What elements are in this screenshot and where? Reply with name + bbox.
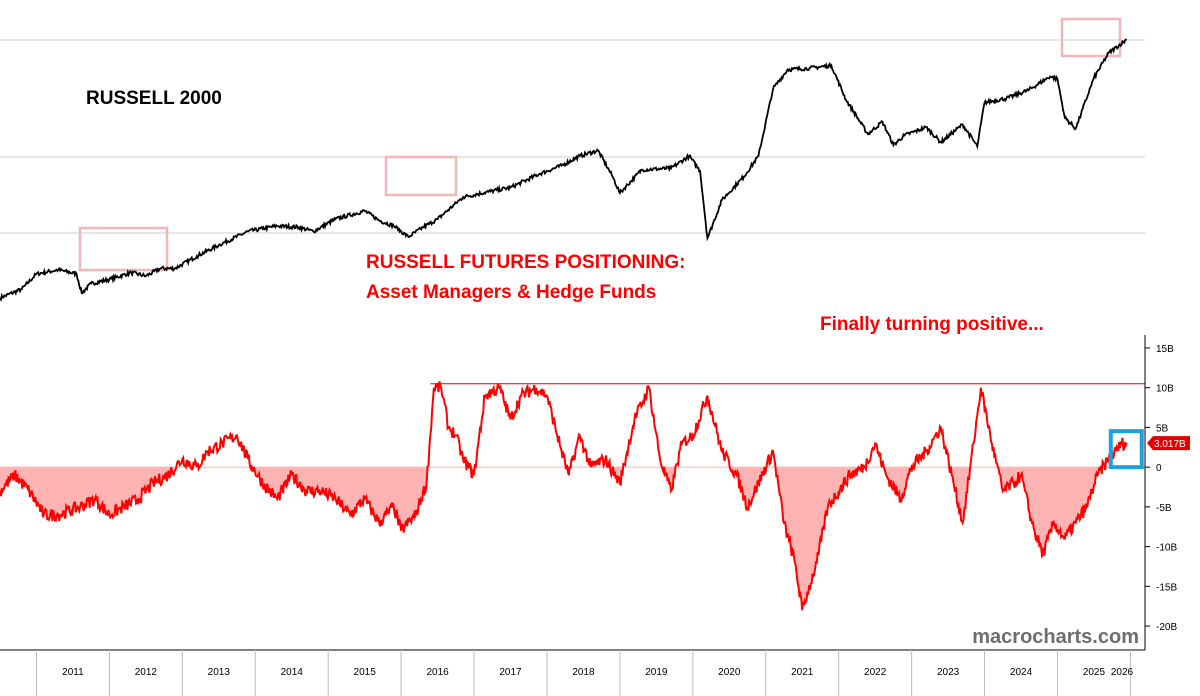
positioning-subtitle: Asset Managers & Hedge Funds [366,282,656,303]
y-tick-label: -15B [1156,582,1177,593]
highlight-box-2 [1060,17,1122,58]
x-tick-label: 2022 [864,667,887,678]
y-tick-label: -10B [1156,543,1177,554]
y-tick-label: 0 [1156,463,1162,474]
russell-2000-panel: RUSSELL 2000 [0,17,1145,302]
x-tick-label: 2023 [937,667,960,678]
index-title: RUSSELL 2000 [86,88,222,109]
y-tick-label: 15B [1156,344,1174,355]
y-tick-label: -20B [1156,622,1177,633]
x-tick-label: 2024 [1010,667,1033,678]
highlight-box-1 [384,155,458,197]
y-axis: 15B 10B 5B 0 -5B -10B -15B -20B [1144,335,1177,650]
highlight-box-0 [78,226,169,272]
x-tick-label: 2015 [354,667,377,678]
x-axis: 2011 2012 2013 2014 2015 2016 2017 2018 2019 2020… [0,649,1145,696]
x-tick-label: 2016 [426,667,449,678]
x-tick-label: 2012 [135,667,158,678]
x-tick-label: 2025 [1083,667,1106,678]
x-tick-label: 2019 [645,667,668,678]
y-tick-label: 10B [1156,384,1174,395]
russell-2000-line [0,38,1127,302]
x-tick-label: 2018 [572,667,595,678]
positioning-annotation: Finally turning positive... [820,314,1044,335]
negative-positioning-fill [0,467,1127,611]
y-tick-label: -5B [1156,503,1172,514]
x-tick-label: 2011 [62,667,84,678]
current-value-flag [1147,436,1190,451]
x-tick-label: 2026 [1111,667,1134,678]
y-tick-label: 5B [1156,423,1169,434]
current-value-label: 3.017B [1147,436,1190,451]
breakout-highlight-boxes [78,17,1122,272]
x-tick-label: 2013 [208,667,231,678]
positioning-panel: 15B 10B 5B 0 -5B -10B -15B -20B 3.017B [0,335,1190,650]
source-watermark: macrocharts.com [972,626,1139,648]
current-value-text: 3.017B [1154,439,1186,450]
top-gridlines [0,39,1145,234]
current-value-highlight-box [1108,429,1144,470]
positioning-line [0,381,1128,611]
positioning-title: RUSSELL FUTURES POSITIONING: [366,252,686,273]
x-tick-label: 2014 [281,667,304,678]
x-tick-label: 2021 [791,667,814,678]
x-tick-label: 2017 [499,667,522,678]
x-tick-label: 2020 [718,667,741,678]
